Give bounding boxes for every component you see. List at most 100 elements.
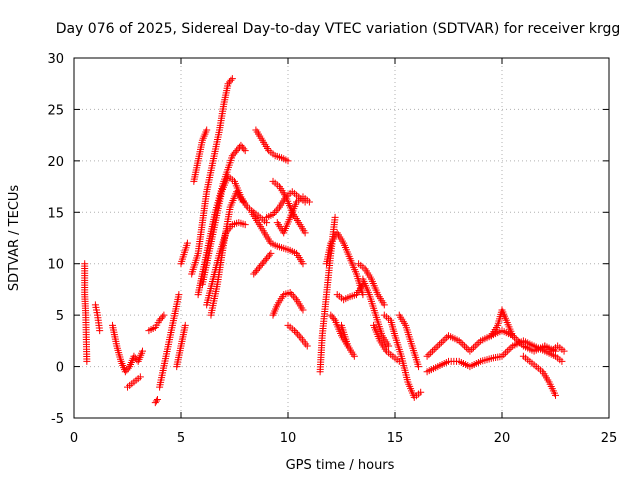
data-point: [475, 339, 483, 347]
y-axis-label: SDTVAR / TECUs: [7, 185, 22, 292]
data-point: [436, 340, 444, 348]
series-arc-3: [109, 321, 146, 376]
data-point: [274, 205, 282, 213]
data-point: [286, 289, 294, 297]
data-point: [255, 263, 263, 271]
data-point: [130, 352, 138, 360]
data-point: [136, 373, 144, 381]
data-point: [473, 340, 481, 348]
data-point: [152, 397, 160, 405]
data-point: [461, 342, 469, 350]
data-point: [415, 363, 423, 371]
data-point: [272, 207, 280, 215]
series-arc-29: [355, 260, 388, 309]
data-point: [264, 253, 272, 261]
data-point: [121, 368, 129, 376]
series-arc-5: [145, 311, 168, 335]
data-point: [502, 349, 510, 357]
series-arc-2: [91, 301, 104, 335]
data-point: [455, 337, 463, 345]
data-point: [290, 327, 298, 335]
data-point: [258, 260, 266, 268]
data-point: [240, 145, 248, 153]
series-arc-30: [359, 275, 393, 350]
data-point: [288, 290, 296, 298]
data-point: [428, 347, 436, 355]
data-point: [462, 344, 470, 352]
data-point: [271, 209, 279, 217]
x-tick-label: 25: [601, 431, 618, 446]
data-point: [471, 342, 479, 350]
series-arc-21: [263, 188, 309, 221]
x-tick-label: 10: [280, 431, 297, 446]
data-point: [423, 352, 431, 360]
x-tick-labels: 0 5 10 15 20 25: [70, 431, 617, 446]
data-point: [284, 157, 292, 165]
data-point: [327, 311, 335, 319]
data-point: [434, 342, 442, 350]
data-point: [153, 395, 161, 403]
data-point: [443, 333, 451, 341]
data-point: [123, 366, 131, 374]
data-point: [330, 315, 338, 323]
data-point: [299, 260, 307, 268]
data-point: [441, 335, 449, 343]
series-arc-20: [273, 193, 313, 237]
data-point: [230, 150, 238, 158]
data-point: [469, 344, 477, 352]
series-arc-17: [248, 208, 307, 268]
data-point: [156, 316, 164, 324]
data-point: [267, 249, 275, 257]
data-point: [160, 311, 168, 319]
data-point: [138, 347, 146, 355]
data-point: [175, 291, 183, 299]
data-point: [263, 255, 271, 263]
series-arc-4: [124, 373, 144, 391]
data-point: [560, 347, 568, 355]
series-arc-9: [177, 239, 191, 268]
data-point: [226, 78, 234, 86]
series-arc-7: [156, 291, 183, 391]
data-point: [203, 126, 211, 134]
data-point: [509, 332, 517, 340]
data-point: [552, 391, 559, 399]
data-point: [512, 335, 520, 343]
axis-ticks: [73, 57, 610, 419]
data-point: [241, 147, 249, 155]
data-point: [157, 315, 165, 323]
data-point: [291, 294, 299, 302]
series-arc-31: [370, 321, 403, 365]
data-point: [430, 345, 438, 353]
data-point: [385, 342, 393, 350]
data-point: [269, 210, 277, 218]
series-arc-8: [173, 321, 189, 371]
data-point: [380, 301, 388, 309]
y-tick-label: 0: [56, 361, 64, 376]
series-arc-18: [250, 249, 275, 278]
x-tick-label: 15: [387, 431, 404, 446]
y-tick-label: 25: [47, 103, 64, 118]
data-point: [301, 229, 309, 237]
data-point: [359, 291, 367, 299]
data-point: [417, 388, 425, 396]
data-point: [228, 152, 236, 160]
y-tick-label: 15: [47, 206, 64, 221]
data-point: [265, 251, 273, 259]
series-arc-19: [269, 177, 309, 237]
data-point: [233, 147, 241, 155]
data-point: [437, 339, 445, 347]
data-point: [224, 80, 232, 88]
data-point: [250, 270, 258, 278]
series-arc-32: [380, 311, 425, 401]
series-arc-28: [333, 280, 367, 304]
data-point: [558, 357, 566, 365]
data-point: [457, 339, 465, 347]
series-arc-13: [198, 172, 271, 288]
series-arc-11: [190, 126, 211, 185]
data-point: [251, 268, 259, 276]
data-point: [299, 306, 307, 314]
data-point: [510, 333, 518, 341]
data-point: [294, 330, 302, 338]
data-point: [131, 354, 139, 362]
